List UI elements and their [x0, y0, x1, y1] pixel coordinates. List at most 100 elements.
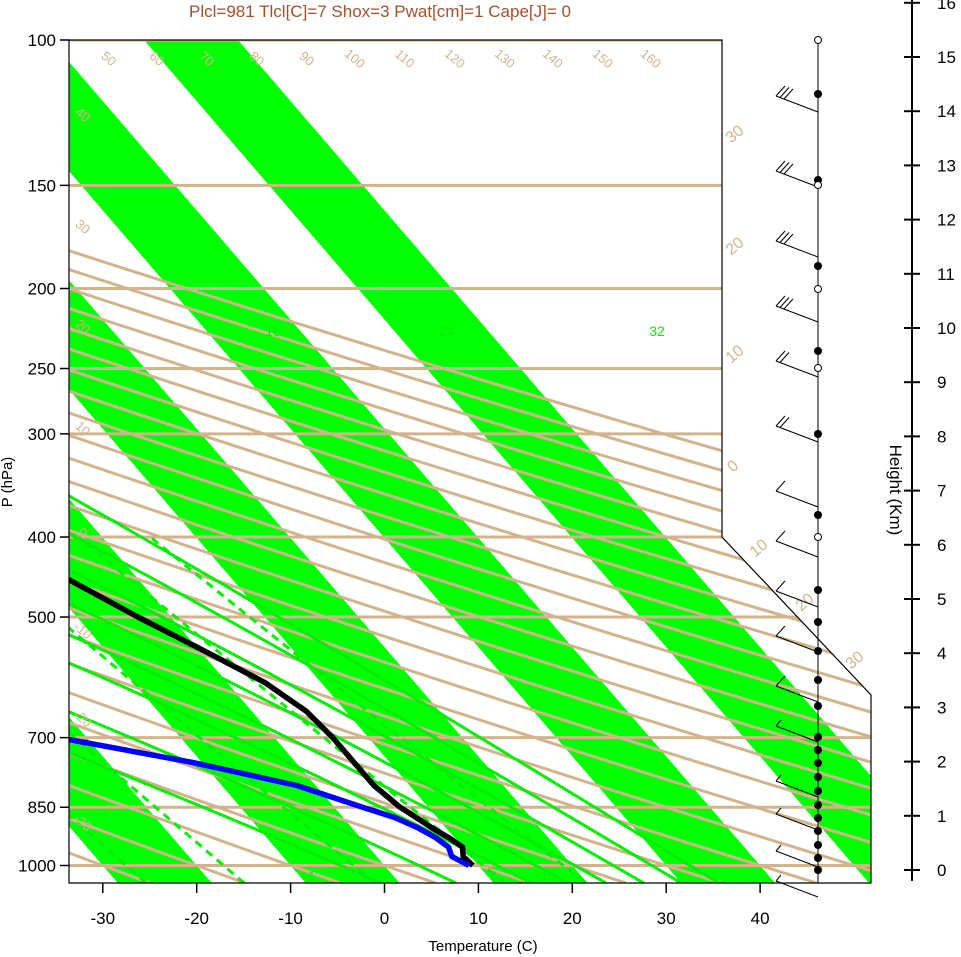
x-tick-label: 40	[751, 909, 770, 928]
y2-tick-label: 4	[937, 644, 946, 663]
wind-level-dot	[814, 262, 822, 270]
wind-barb	[775, 305, 819, 323]
wind-barb	[775, 813, 819, 831]
isotherm-right-label: 10	[747, 536, 772, 561]
y2-tick-label: 14	[937, 102, 956, 121]
wind-barb-flag	[775, 719, 782, 727]
wind-level-dot	[814, 702, 822, 710]
moist-adiabat-line	[69, 344, 570, 883]
y-tick-label: 250	[28, 360, 56, 379]
wind-level-dot	[814, 759, 822, 767]
wind-level-dot	[814, 827, 822, 835]
dry-adiabat-line	[69, 40, 871, 883]
wind-barb	[775, 540, 819, 558]
isotherm-band	[69, 40, 588, 883]
mixing-ratio-line	[69, 535, 147, 883]
wind-barb-flag	[775, 774, 782, 782]
moist-adiabat-line	[69, 344, 682, 883]
wind-barb	[775, 240, 819, 258]
wind-barb	[775, 850, 819, 868]
wind-barb-flag	[775, 625, 786, 637]
wind-level-dot	[814, 347, 822, 355]
dry-adiabat-line	[69, 40, 871, 883]
wind-barb-flag	[779, 162, 790, 173]
wind-level-open-dot	[814, 533, 822, 541]
x-tick-label: 0	[380, 909, 389, 928]
wind-barb-flag	[779, 297, 790, 308]
wind-barb	[775, 590, 819, 608]
y2-tick-label: 5	[937, 590, 946, 609]
y2-tick-label: 10	[937, 319, 956, 338]
isotherm-right-label: 10	[723, 342, 748, 367]
wind-level-dot	[814, 586, 822, 594]
y2-tick-label: 13	[937, 156, 956, 175]
wind-barb-flag	[775, 480, 786, 492]
moist-adiabat-label: 24	[439, 323, 455, 339]
wind-barb-flag	[775, 415, 786, 427]
wind-level-dot	[814, 787, 822, 795]
y2-tick-label: 11	[937, 265, 955, 284]
wind-barb-flag	[775, 844, 782, 852]
wind-level-open-dot	[814, 285, 822, 293]
wind-level-dot	[814, 814, 822, 822]
wind-barb-flag	[775, 85, 786, 97]
x-axis-label: Temperature (C)	[428, 938, 537, 955]
y-tick-label: 700	[28, 729, 56, 748]
wind-barb-flag	[775, 874, 782, 882]
chart-title: Plcl=981 Tlcl[C]=7 Shox=3 Pwat[cm]=1 Cap…	[189, 2, 571, 21]
y-tick-label: 200	[28, 280, 56, 299]
wind-barb	[775, 880, 819, 898]
dry-adiabat-label: 120	[442, 46, 468, 71]
wind-level-open-dot	[814, 181, 822, 189]
moist-adiabat-line	[69, 344, 382, 883]
wind-barb	[775, 725, 819, 743]
y-tick-label: 150	[28, 176, 56, 195]
y-axis-label: P (hPa)	[0, 457, 16, 508]
dry-adiabat-line	[69, 40, 871, 883]
wind-barb-flag	[775, 295, 786, 307]
y2-tick-label: 16	[937, 0, 956, 13]
y-tick-label: 400	[28, 528, 56, 547]
dry-adiabat-label: 90	[297, 48, 318, 69]
dry-adiabat-label: 50	[99, 48, 120, 69]
moist-adiabat-line	[69, 344, 645, 883]
wind-level-dot	[814, 773, 822, 781]
wind-barb-flag	[779, 417, 790, 428]
dry-adiabat-line	[69, 40, 871, 883]
y2-tick-label: 0	[937, 861, 946, 880]
moist-adiabat-label: 32	[649, 323, 665, 339]
dry-adiabat-label: 150	[590, 46, 616, 71]
dewpoint-profile-line	[69, 71, 471, 868]
mixing-ratio-label: 1	[309, 869, 316, 883]
dry-adiabat-line	[69, 40, 437, 883]
x-tick-label: -20	[184, 909, 209, 928]
wind-level-dot	[814, 801, 822, 809]
dry-adiabat-line	[69, 40, 871, 883]
wind-barb-flag	[783, 233, 794, 245]
wind-level-dot	[814, 841, 822, 849]
wind-barb	[775, 490, 819, 508]
wind-barb-flag	[775, 160, 786, 172]
wind-level-dot	[814, 746, 822, 754]
wind-level-dot	[814, 618, 822, 626]
wind-level-dot	[814, 733, 822, 741]
mixing-ratio-label: 3	[361, 869, 368, 883]
wind-barb-flag	[775, 230, 786, 242]
dry-adiabat-label: 100	[342, 46, 368, 71]
y-tick-label: 500	[28, 608, 56, 627]
wind-barb-flag	[783, 163, 794, 175]
dry-adiabat-label: 110	[392, 46, 418, 71]
wind-barb-flag	[783, 298, 794, 310]
dry-adiabat-line	[69, 40, 871, 883]
moist-adiabat-line	[69, 344, 720, 883]
wind-level-dot	[814, 511, 822, 519]
wind-barb-flag	[775, 530, 786, 542]
mixing-ratio-line	[69, 535, 246, 883]
y2-tick-label: 7	[937, 482, 946, 501]
dry-adiabat-line	[69, 40, 532, 883]
y2-tick-label: 6	[937, 536, 946, 555]
dry-adiabat-line	[69, 40, 871, 883]
plot-frame	[68, 39, 872, 884]
